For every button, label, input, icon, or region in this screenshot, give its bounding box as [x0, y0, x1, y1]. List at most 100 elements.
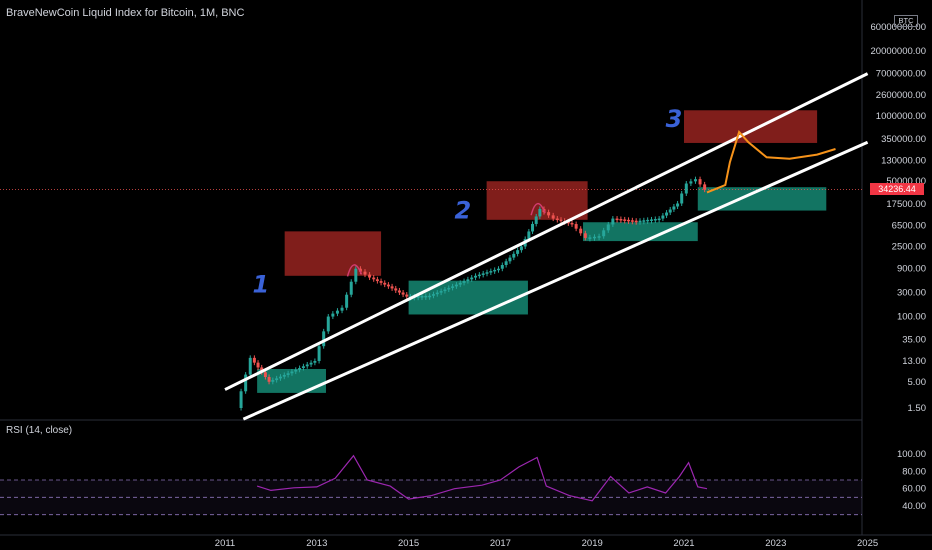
- candle: [349, 281, 353, 295]
- time-tick-label: 2025: [857, 538, 878, 549]
- candle: [439, 291, 443, 293]
- candle: [331, 313, 335, 317]
- candle: [244, 374, 248, 392]
- price-tick-label: 6500.00: [892, 221, 926, 232]
- currency-badge[interactable]: BTC: [894, 15, 918, 27]
- candle: [428, 295, 432, 298]
- candle: [368, 274, 372, 278]
- candle: [630, 220, 634, 222]
- candle: [286, 373, 290, 375]
- rsi-tick-label: 100.00: [897, 449, 926, 460]
- candle: [489, 271, 493, 273]
- candle: [559, 219, 563, 222]
- time-tick-label: 2021: [673, 538, 694, 549]
- candle: [301, 366, 305, 369]
- green-zone: [697, 187, 827, 211]
- candle: [458, 282, 462, 285]
- candle: [649, 219, 653, 221]
- time-tick-label: 2015: [398, 538, 419, 549]
- candle: [531, 223, 535, 232]
- candle: [693, 179, 697, 182]
- price-tick-label: 300.00: [897, 288, 926, 299]
- price-tick-label: 900.00: [897, 264, 926, 275]
- candle: [689, 181, 693, 184]
- projection-curve: [706, 130, 836, 194]
- candle: [322, 331, 326, 347]
- candle: [611, 218, 615, 225]
- candle: [496, 268, 500, 271]
- candle: [298, 368, 302, 370]
- candle: [602, 230, 606, 237]
- time-tick-label: 2017: [490, 538, 511, 549]
- time-tick-label: 2019: [582, 538, 603, 549]
- price-tick-label: 7000000.00: [876, 69, 926, 80]
- candle: [627, 219, 631, 222]
- channel-lower-line: [242, 140, 869, 421]
- candle: [481, 273, 485, 275]
- candle: [646, 219, 650, 222]
- candle: [574, 224, 578, 229]
- candle: [335, 310, 339, 314]
- candle: [294, 369, 298, 372]
- candle: [345, 294, 349, 308]
- last-price-tag: 34236.44: [870, 183, 924, 195]
- candle: [638, 220, 642, 223]
- candle: [466, 279, 470, 282]
- candle: [512, 253, 516, 258]
- price-tick-label: 20000000.00: [871, 46, 926, 57]
- candle: [680, 193, 684, 204]
- candle: [372, 277, 376, 280]
- candle: [534, 216, 538, 224]
- candle: [668, 209, 672, 213]
- candle: [570, 222, 574, 225]
- candle: [394, 288, 398, 291]
- candle: [588, 237, 592, 239]
- top-arc-marker: [346, 264, 363, 277]
- candle: [431, 294, 435, 296]
- candle: [309, 362, 313, 365]
- candle: [516, 250, 520, 254]
- candle: [504, 261, 508, 266]
- candle: [354, 268, 358, 282]
- wave-label: 2: [455, 197, 472, 225]
- price-tick-label: 100.00: [897, 312, 926, 323]
- candle: [275, 378, 279, 381]
- price-tick-label: 5.00: [908, 377, 927, 388]
- candle: [263, 372, 267, 377]
- candle: [606, 224, 610, 231]
- top-arc-marker: [530, 202, 546, 216]
- candle: [519, 246, 523, 251]
- candle: [698, 179, 702, 185]
- candle: [661, 215, 665, 219]
- candle: [363, 271, 367, 275]
- price-tick-label: 350000.00: [881, 134, 926, 145]
- green-zone: [408, 280, 528, 315]
- candle: [703, 184, 707, 190]
- price-tick-label: 1000000.00: [876, 111, 926, 122]
- candle: [239, 391, 243, 408]
- price-tick-label: 2500.00: [892, 241, 926, 252]
- candle: [248, 357, 252, 375]
- candle: [290, 371, 294, 374]
- candle: [383, 282, 387, 285]
- time-tick-label: 2013: [306, 538, 327, 549]
- candle: [386, 284, 390, 287]
- candle: [375, 279, 379, 282]
- candle: [260, 367, 264, 373]
- price-tick-label: 13.00: [902, 356, 926, 367]
- candle: [615, 218, 619, 221]
- candle: [634, 220, 638, 223]
- price-tick-label: 60000000.00: [871, 22, 926, 33]
- candle: [642, 220, 646, 222]
- red-zone: [284, 231, 382, 276]
- candle: [420, 296, 424, 298]
- candle: [583, 233, 587, 238]
- candle: [551, 215, 555, 219]
- candle: [282, 374, 286, 377]
- candle: [597, 236, 601, 238]
- candle: [555, 218, 559, 221]
- candle: [379, 281, 383, 283]
- candle: [317, 346, 321, 361]
